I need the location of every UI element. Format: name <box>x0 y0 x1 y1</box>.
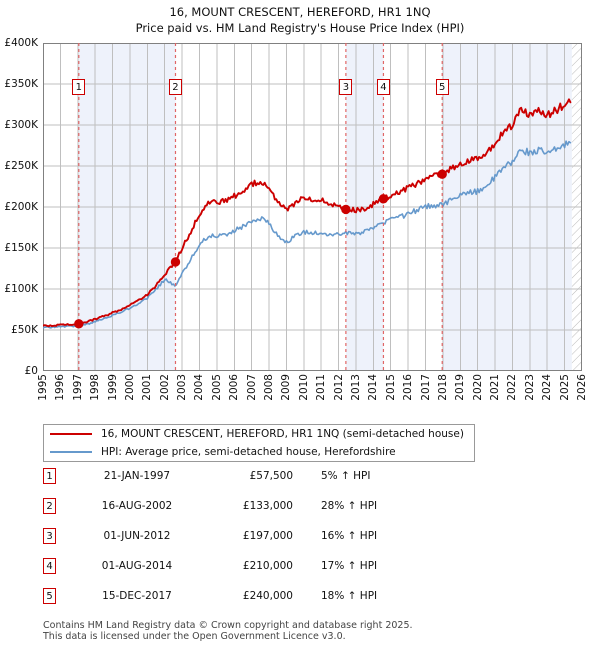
chart-svg <box>43 43 582 371</box>
x-axis-label: 2000 <box>123 374 136 401</box>
sale-price: £210,000 <box>242 560 293 572</box>
sale-hpi-delta: 16% ↑ HPI <box>321 530 378 542</box>
table-row: 5 15-DEC-2017 £240,000 18% ↑ HPI <box>43 588 483 618</box>
sale-index-badge: 2 <box>43 498 56 514</box>
x-axis-label: 1997 <box>71 374 84 401</box>
sale-price: £240,000 <box>242 590 293 602</box>
sales-table: 1 21-JAN-1997 £57,500 5% ↑ HPI 2 16-AUG-… <box>43 468 483 618</box>
sale-hpi-delta: 18% ↑ HPI <box>321 590 378 602</box>
x-axis-label: 2011 <box>315 374 328 401</box>
x-axis-label: 2003 <box>176 374 189 401</box>
table-row: 2 16-AUG-2002 £133,000 28% ↑ HPI <box>43 498 483 528</box>
x-axis-label: 2015 <box>384 374 397 401</box>
x-axis-label: 2021 <box>489 374 502 401</box>
footer-line-2: This data is licensed under the Open Gov… <box>43 631 346 642</box>
chart-title-block: 16, MOUNT CRESCENT, HEREFORD, HR1 1NQ Pr… <box>0 4 600 36</box>
table-row: 4 01-AUG-2014 £210,000 17% ↑ HPI <box>43 558 483 588</box>
legend-item-price-paid: 16, MOUNT CRESCENT, HEREFORD, HR1 1NQ (s… <box>44 425 474 443</box>
x-axis-label: 2010 <box>297 374 310 401</box>
table-row: 1 21-JAN-1997 £57,500 5% ↑ HPI <box>43 468 483 498</box>
sale-price: £133,000 <box>242 500 293 512</box>
legend-label-price-paid: 16, MOUNT CRESCENT, HEREFORD, HR1 1NQ (s… <box>101 428 464 440</box>
y-axis-label: £300K <box>4 119 38 131</box>
x-axis-label: 2018 <box>436 374 449 401</box>
chart-plot-area <box>43 43 582 371</box>
sale-index-badge: 4 <box>43 558 56 574</box>
x-axis-label: 2022 <box>506 374 519 401</box>
x-axis-label: 2013 <box>349 374 362 401</box>
x-axis-label: 2005 <box>210 374 223 401</box>
x-axis-label: 2009 <box>280 374 293 401</box>
sale-date: 01-JUN-2012 <box>103 530 171 542</box>
sale-price: £197,000 <box>242 530 293 542</box>
sale-price: £57,500 <box>249 470 293 482</box>
chart-legend: 16, MOUNT CRESCENT, HEREFORD, HR1 1NQ (s… <box>43 424 475 462</box>
sale-hpi-delta: 5% ↑ HPI <box>321 470 371 482</box>
y-axis-label: £400K <box>4 37 38 49</box>
sale-hpi-delta: 28% ↑ HPI <box>321 500 378 512</box>
legend-swatch-hpi <box>50 451 92 453</box>
sale-date: 16-AUG-2002 <box>101 500 173 512</box>
y-axis-label: £250K <box>4 160 38 172</box>
x-axis-label: 1995 <box>37 374 49 401</box>
sale-date: 15-DEC-2017 <box>102 590 172 602</box>
sale-index-badge: 1 <box>43 468 56 484</box>
legend-item-hpi: HPI: Average price, semi-detached house,… <box>44 443 474 461</box>
y-axis-label: £50K <box>11 324 38 336</box>
y-axis-label: £200K <box>4 201 38 213</box>
x-axis-label: 2012 <box>332 374 345 401</box>
x-axis-label: 2020 <box>471 374 484 401</box>
x-axis-label: 2026 <box>576 374 588 401</box>
x-axis-label: 1996 <box>54 374 67 401</box>
x-axis-label: 2024 <box>541 374 554 401</box>
legend-label-hpi: HPI: Average price, semi-detached house,… <box>101 446 396 458</box>
x-axis-label: 2002 <box>158 374 171 401</box>
y-axis-label: £0 <box>24 365 38 377</box>
sale-date: 21-JAN-1997 <box>103 470 171 482</box>
x-axis-label: 2004 <box>193 374 206 401</box>
x-axis-label: 2007 <box>245 374 258 401</box>
x-axis-label: 2017 <box>419 374 432 401</box>
x-axis-label: 2023 <box>523 374 536 401</box>
x-axis-label: 2019 <box>454 374 467 401</box>
table-row: 3 01-JUN-2012 £197,000 16% ↑ HPI <box>43 528 483 558</box>
x-axis-label: 2014 <box>367 374 380 401</box>
y-axis-label: £350K <box>4 78 38 90</box>
x-axis-label: 2016 <box>402 374 415 401</box>
y-axis-label: £100K <box>4 283 38 295</box>
x-axis-label: 2001 <box>141 374 154 401</box>
sale-index-badge: 5 <box>43 588 56 604</box>
footer-attribution: Contains HM Land Registry data © Crown c… <box>43 620 563 642</box>
sale-index-badge: 3 <box>43 528 56 544</box>
page-subtitle: Price paid vs. HM Land Registry's House … <box>135 21 465 35</box>
y-axis-label: £150K <box>4 242 38 254</box>
page-title: 16, MOUNT CRESCENT, HEREFORD, HR1 1NQ <box>169 5 431 19</box>
x-axis-label: 2006 <box>228 374 241 401</box>
legend-swatch-price-paid <box>50 433 92 435</box>
footer-line-1: Contains HM Land Registry data © Crown c… <box>43 620 413 631</box>
sale-date: 01-AUG-2014 <box>101 560 173 572</box>
x-axis-label: 2008 <box>263 374 276 401</box>
x-axis-label: 1999 <box>106 374 119 401</box>
sale-hpi-delta: 17% ↑ HPI <box>321 560 378 572</box>
x-axis-label: 2025 <box>558 374 571 401</box>
x-axis-label: 1998 <box>89 374 102 401</box>
